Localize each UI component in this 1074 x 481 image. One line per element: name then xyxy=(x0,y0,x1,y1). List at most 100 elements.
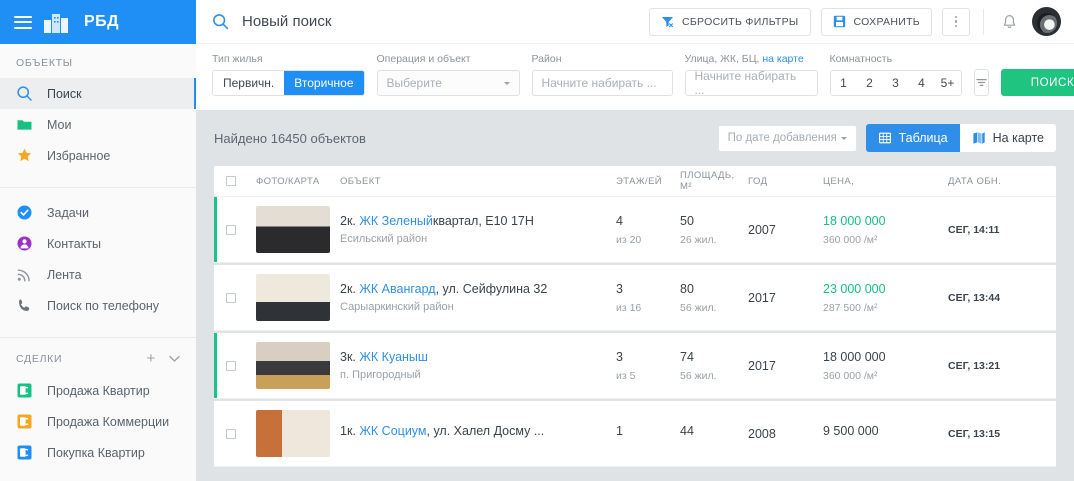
row-year-cell: 2007 xyxy=(748,223,823,237)
row-photo-cell[interactable] xyxy=(248,410,340,457)
room-option-4[interactable]: 4 xyxy=(908,71,935,95)
table-row[interactable]: 2к. ЖК Зеленыйквартал, Е10 17Н Есильский … xyxy=(214,197,1056,263)
search-icon-wrap xyxy=(16,85,33,102)
row-thumbnail[interactable] xyxy=(256,206,330,253)
more-options-button[interactable] xyxy=(942,7,970,36)
chevron-down-icon[interactable] xyxy=(169,355,180,363)
row-complex-link[interactable]: ЖК Куаныш xyxy=(359,350,428,364)
sidebar-item-label: Задачи xyxy=(47,205,89,220)
row-thumbnail[interactable] xyxy=(256,410,330,457)
row-checkbox[interactable] xyxy=(226,428,236,439)
sidebar-item-1-2[interactable]: Лента xyxy=(0,259,196,290)
street-map-link[interactable]: на карте xyxy=(762,53,804,65)
row-complex-link[interactable]: ЖК Зеленый xyxy=(359,214,433,228)
sidebar-item-2-2[interactable]: Покупка Квартир xyxy=(0,437,196,468)
row-area-cell: 44 xyxy=(680,424,748,444)
row-select-cell[interactable] xyxy=(214,428,248,439)
view-map-button[interactable]: На карте xyxy=(959,124,1056,152)
row-select-cell[interactable] xyxy=(214,360,248,371)
sidebar-item-0-1[interactable]: Мои xyxy=(0,109,196,140)
district-input[interactable]: Начните набирать ... xyxy=(531,70,673,96)
filter-remove-icon xyxy=(661,17,673,28)
bell-icon xyxy=(1003,14,1016,28)
operation-value: Выберите xyxy=(386,76,442,90)
room-option-1[interactable]: 1 xyxy=(830,71,857,95)
sidebar-item-1-3[interactable]: Поиск по телефону xyxy=(0,290,196,321)
view-table-button[interactable]: Таблица xyxy=(865,124,960,152)
rooms-filter: Комнатность 1 2 3 4 5+ xyxy=(829,53,962,96)
row-checkbox[interactable] xyxy=(226,292,236,303)
row-year-cell: 2008 xyxy=(748,427,823,441)
search-area[interactable]: Новый поиск xyxy=(212,13,639,30)
sidebar-item-1-1[interactable]: Контакты xyxy=(0,228,196,259)
row-object-cell: 1к. ЖК Социум, ул. Халел Досму ... xyxy=(340,424,616,443)
reset-filters-button[interactable]: СБРОСИТЬ ФИЛЬТРЫ xyxy=(648,7,811,36)
row-complex-link[interactable]: ЖК Авангард xyxy=(359,282,436,296)
search-submit-button[interactable]: ПОИСК xyxy=(1000,69,1074,96)
operation-select[interactable]: Выберите xyxy=(376,70,520,96)
row-floor-total: из 5 xyxy=(616,369,636,382)
row-photo-cell[interactable] xyxy=(248,206,340,253)
sidebar-item-label: Поиск xyxy=(47,86,82,101)
room-option-3[interactable]: 3 xyxy=(882,71,909,95)
notifications-button[interactable] xyxy=(997,14,1022,30)
row-thumbnail[interactable] xyxy=(256,342,330,389)
col-year: ГОД xyxy=(748,175,768,187)
row-complex-link[interactable]: ЖК Социум xyxy=(359,424,427,438)
row-thumbnail[interactable] xyxy=(256,274,330,321)
row-price-per-sqm: 360 000 /м² xyxy=(823,233,878,246)
table-row[interactable]: 2к. ЖК Авангард, ул. Сейфулина 32 Сарыарк… xyxy=(214,265,1056,331)
row-photo-cell[interactable] xyxy=(248,274,340,321)
sidebar-item-2-0[interactable]: Продажа Квартир xyxy=(0,375,196,406)
menu-toggle-icon[interactable] xyxy=(14,15,32,29)
sidebar-item-label: Мои xyxy=(47,117,72,132)
row-year: 2017 xyxy=(748,290,776,305)
row-floor: 4 xyxy=(616,213,623,228)
room-option-5+[interactable]: 5+ xyxy=(934,71,961,95)
check-circle-icon-wrap xyxy=(16,204,33,221)
row-checkbox[interactable] xyxy=(226,224,236,235)
room-option-2[interactable]: 2 xyxy=(856,71,883,95)
street-label: Улица, ЖК, БЦ, на карте xyxy=(685,53,818,65)
row-area-cell: 50 26 жил. xyxy=(680,214,748,246)
row-checkbox[interactable] xyxy=(226,360,236,371)
district-filter: Район Начните набирать ... xyxy=(531,53,673,96)
sidebar-header: РБД xyxy=(0,0,196,44)
housing-type-option-secondary[interactable]: Вторичное xyxy=(284,71,364,95)
table-row[interactable]: 1к. ЖК Социум, ул. Халел Досму ... 1 44 200… xyxy=(214,401,1056,467)
row-object-title: 3к. ЖК Куаныш xyxy=(340,350,606,364)
street-input[interactable]: Начните набирать ... xyxy=(684,69,818,97)
deal-orange-icon xyxy=(17,414,32,429)
sort-select[interactable]: По дате добавления xyxy=(717,124,857,152)
save-button[interactable]: СОХРАНИТЬ xyxy=(820,7,932,36)
table-row[interactable]: 3к. ЖК Куаныш п. Пригородный 3 из 5 74 56 жил… xyxy=(214,333,1056,399)
housing-type-segmented[interactable]: Первичн. Вторичное xyxy=(212,70,365,96)
check-circle-icon xyxy=(17,205,32,220)
view-toggle[interactable]: Таблица На карте xyxy=(865,124,1056,152)
housing-type-option-primary[interactable]: Первичн. xyxy=(213,71,285,95)
row-address-rest: квартал, Е10 17Н xyxy=(432,214,534,228)
view-table-label: Таблица xyxy=(898,131,948,145)
select-all-checkbox[interactable] xyxy=(226,176,236,186)
select-all-cell[interactable] xyxy=(214,176,248,186)
street-filter: Улица, ЖК, БЦ, на карте Начните набирать… xyxy=(684,53,818,97)
row-photo-cell[interactable] xyxy=(248,342,340,389)
sidebar-section-0: ОБЪЕКТЫ xyxy=(0,44,196,78)
row-year: 2008 xyxy=(748,426,776,441)
row-select-cell[interactable] xyxy=(214,292,248,303)
district-placeholder: Начните набирать ... xyxy=(541,76,657,90)
sidebar-item-label: Покупка Квартир xyxy=(47,445,145,460)
sidebar-item-1-0[interactable]: Задачи xyxy=(0,197,196,228)
sidebar-item-0-2[interactable]: Избранное xyxy=(0,140,196,171)
row-object-title: 1к. ЖК Социум, ул. Халел Досму ... xyxy=(340,424,606,438)
view-map-label: На карте xyxy=(992,131,1044,145)
add-icon[interactable]: + xyxy=(146,350,156,367)
row-area: 44 xyxy=(680,423,694,438)
extra-filters-button[interactable] xyxy=(973,69,989,96)
user-avatar[interactable] xyxy=(1032,7,1061,36)
sidebar-item-2-1[interactable]: Продажа Коммерции xyxy=(0,406,196,437)
sidebar-item-0-0[interactable]: Поиск xyxy=(0,78,196,109)
row-price: 9 500 000 xyxy=(823,423,879,438)
row-select-cell[interactable] xyxy=(214,224,248,235)
rooms-group[interactable]: 1 2 3 4 5+ xyxy=(829,70,962,96)
